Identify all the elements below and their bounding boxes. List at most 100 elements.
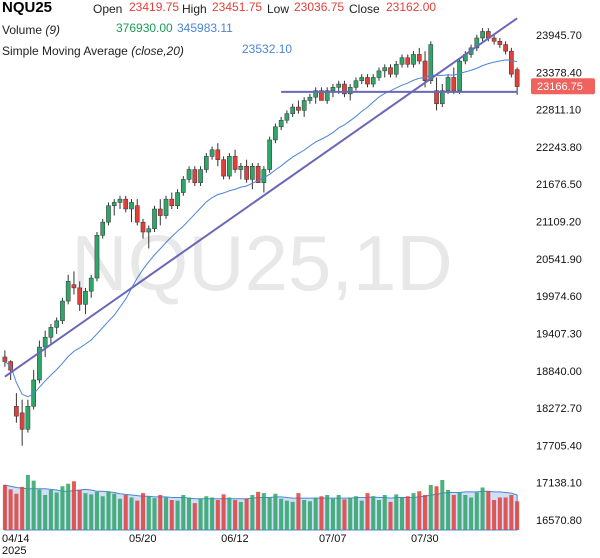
volume-bar	[330, 498, 335, 530]
symbol-label: NQU25	[2, 0, 53, 16]
candle-body	[180, 179, 186, 193]
volume-bar	[446, 490, 451, 530]
volume-bar	[164, 497, 169, 530]
candle-body	[382, 67, 388, 72]
volume-bar	[8, 489, 13, 530]
volume-bar	[325, 495, 330, 530]
volume-bar	[192, 503, 197, 530]
candle-body	[250, 165, 255, 180]
candle-body	[157, 208, 163, 216]
volume-bar	[497, 497, 502, 530]
candle-body	[111, 202, 117, 206]
y-tick-label: 20541.90	[536, 254, 582, 266]
candle-body	[117, 198, 123, 203]
candle-body	[370, 77, 376, 85]
candle-body	[347, 87, 353, 95]
volume-bar	[100, 496, 105, 530]
volume-bar	[112, 493, 117, 530]
candle-body	[71, 284, 77, 289]
volume-bar	[71, 481, 76, 530]
candle-body	[42, 336, 48, 348]
volume-bar	[158, 495, 163, 530]
candle-body	[267, 139, 272, 170]
candle-body	[307, 96, 313, 101]
volume-bar	[187, 497, 192, 530]
volume-bar	[486, 491, 491, 530]
candle-body	[497, 41, 503, 45]
volume-bar	[273, 493, 278, 530]
candle-body	[163, 198, 169, 216]
volume-bar	[284, 500, 289, 530]
last-price-label: 23166.75	[537, 81, 583, 93]
candle-body	[123, 198, 129, 210]
candle-body	[445, 77, 451, 91]
candle-body	[169, 198, 175, 206]
volume-bar	[371, 496, 376, 530]
volume-bar	[480, 487, 485, 530]
volume-bar	[469, 497, 474, 530]
candle-body	[474, 37, 480, 49]
volume-bar	[399, 497, 405, 530]
candle-body	[94, 235, 100, 279]
x-tick-label: 06/12	[221, 533, 249, 545]
volume-bar	[31, 480, 36, 530]
volume-bar	[463, 495, 468, 530]
candle-body	[83, 290, 88, 305]
candle-body	[353, 80, 359, 88]
candle-body	[324, 90, 330, 101]
candle-body	[330, 87, 336, 91]
volume-bar	[117, 498, 123, 530]
volume-bar	[54, 492, 59, 530]
candle-body	[146, 228, 152, 233]
x-tick-label: 07/30	[411, 533, 439, 545]
watermark: NQU25,1D	[71, 219, 452, 307]
candle-body	[480, 31, 485, 39]
y-tick-label: 22243.80	[536, 142, 582, 154]
volume-bar	[146, 496, 151, 530]
candle-body	[365, 77, 370, 85]
y-tick-label: 21109.20	[536, 217, 581, 229]
candle-body	[37, 346, 42, 381]
low-label: Low	[267, 2, 290, 16]
volume-bar	[515, 501, 520, 530]
y-tick-label: 21676.50	[536, 179, 582, 191]
volume-bar	[244, 498, 249, 530]
candle-body	[261, 169, 267, 183]
candle-body	[388, 67, 393, 75]
candle-body	[2, 356, 8, 362]
volume-label-text: Volume	[2, 23, 43, 37]
candle-body	[198, 169, 203, 183]
y-tick-label: 17138.10	[536, 478, 582, 490]
x-tick-label: 04/14	[2, 533, 30, 545]
candle-body	[273, 126, 278, 141]
volume-bar	[376, 500, 382, 530]
sma-label-text: Simple Moving Average	[2, 44, 128, 58]
candle-body	[88, 277, 94, 292]
candle-body	[129, 202, 134, 210]
volume-value: 376930.00	[116, 21, 173, 35]
y-tick-label: 16570.80	[536, 515, 582, 527]
volume-bar	[2, 485, 7, 530]
volume-bar	[267, 497, 272, 530]
volume-bar	[94, 491, 99, 530]
volume-bar	[405, 496, 410, 530]
candle-body	[411, 54, 416, 65]
volume-bar	[411, 493, 416, 530]
volume-bar	[89, 494, 94, 530]
volume-bar	[279, 498, 284, 530]
volume-bar	[296, 493, 301, 530]
candle-body	[376, 70, 382, 78]
candle-body	[416, 54, 422, 62]
volume-bar	[434, 486, 439, 530]
candle-body	[19, 412, 25, 430]
volume-bar	[342, 499, 347, 530]
candle-body	[451, 77, 457, 91]
volume-pane	[2, 475, 520, 531]
y-tick-label: 23378.40	[536, 67, 582, 79]
candle-body	[439, 90, 445, 105]
volume-bar	[106, 491, 111, 530]
sma-params: (close,20)	[131, 44, 184, 58]
volume-bar	[394, 494, 399, 530]
